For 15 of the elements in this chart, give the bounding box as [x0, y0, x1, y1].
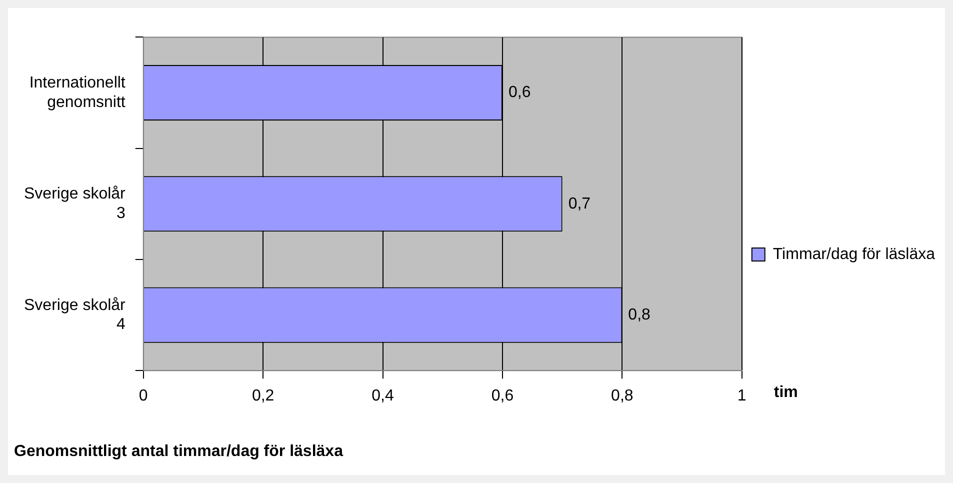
x-tick-label: 0,4 [372, 388, 394, 405]
x-tick-label: 1 [737, 388, 746, 405]
y-tick-label: Sverige skolår 4 [24, 296, 126, 334]
y-tick-label: Sverige skolår 3 [24, 186, 126, 222]
data-label: 0,8 [628, 306, 651, 324]
x-tick-label: 0,8 [611, 388, 634, 405]
y-tick-label: Internationellt genomsnitt [29, 74, 126, 111]
data-label: 0,6 [508, 84, 531, 102]
legend-label: Timmar/dag för läsläxa [772, 246, 936, 263]
x-tick-label: 0 [138, 388, 148, 405]
data-label: 0,7 [568, 195, 591, 212]
x-tick-label: 0,6 [491, 388, 514, 405]
x-tick-label: 0,2 [252, 388, 274, 405]
x-axis-title: tim [774, 384, 798, 402]
text: Genomsnittligt antal timmar/dag för läsläxa [14, 442, 344, 460]
